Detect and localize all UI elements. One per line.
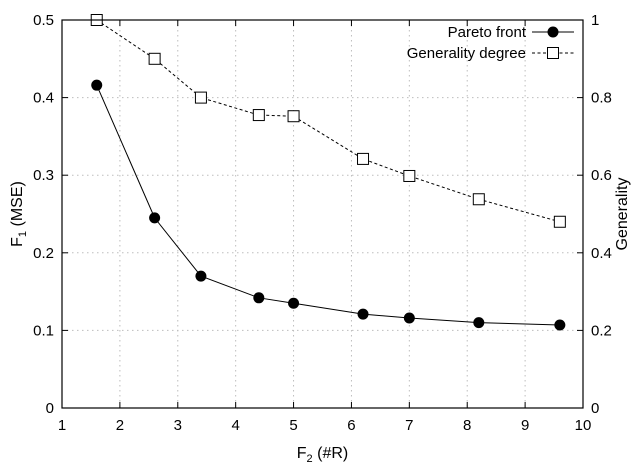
data-point-pareto-front (288, 297, 300, 309)
y2-tick-label: 0.4 (591, 245, 612, 262)
data-point-generality-degree (252, 109, 265, 122)
data-point-generality-degree (287, 110, 300, 123)
data-point-pareto-front (195, 270, 207, 282)
data-point-pareto-front (473, 317, 485, 329)
y2-tick-label: 0.6 (591, 167, 612, 184)
data-point-generality-degree (403, 169, 416, 182)
legend-marker-generality-degree (547, 47, 559, 59)
legend: Pareto front Generality degree (407, 24, 574, 62)
data-point-generality-degree (472, 193, 485, 206)
x-tick-label: 6 (347, 417, 355, 434)
x-tick-label: 4 (231, 417, 239, 434)
y-tick-label: 0.5 (33, 12, 54, 29)
legend-label-generality-degree: Generality degree (407, 45, 526, 62)
y-tick-label: 0.3 (33, 167, 54, 184)
x-tick-label: 5 (289, 417, 297, 434)
legend-key-pareto-front (532, 26, 574, 38)
y2-axis-title: Generality (614, 178, 631, 251)
y-axis-title: F1 (MSE) (9, 181, 29, 247)
x-tick-label: 1 (58, 417, 66, 434)
data-point-generality-degree (553, 215, 566, 228)
legend-marker-pareto-front (547, 26, 559, 38)
data-point-generality-degree (148, 52, 161, 65)
y2-tick-label: 1 (591, 12, 599, 29)
y-tick-label: 0 (46, 400, 54, 417)
y-tick-label: 0.2 (33, 245, 54, 262)
x-tick-label: 2 (116, 417, 124, 434)
series-line-generality-degree (96, 19, 560, 223)
y2-tick-label: 0.2 (591, 322, 612, 339)
data-point-pareto-front (149, 212, 161, 224)
x-tick-label: 3 (174, 417, 182, 434)
y-tick-label: 0.1 (33, 322, 54, 339)
x-tick-label: 8 (463, 417, 471, 434)
axis-ticks: 1 2 3 4 5 6 7 8 9 1000.10.20.30.40.500.20.40.60.8… (33, 12, 612, 434)
plot-series (90, 14, 566, 331)
data-point-pareto-front (357, 308, 369, 320)
plot-frame (61, 19, 584, 409)
x-axis-title: F2 (#R) (297, 445, 348, 465)
x-tick-label: 10 (575, 417, 592, 434)
data-point-pareto-front (554, 319, 566, 331)
x-tick-label: 9 (521, 417, 529, 434)
data-point-pareto-front (91, 79, 103, 91)
legend-label-pareto-front: Pareto front (448, 24, 527, 41)
y2-tick-label: 0.8 (591, 90, 612, 107)
legend-key-generality-degree (532, 47, 574, 59)
x-tick-label: 7 (405, 417, 413, 434)
grid (62, 20, 583, 408)
data-point-generality-degree (194, 91, 207, 104)
series-line-pareto-front (96, 84, 560, 326)
y2-tick-label: 0 (591, 400, 599, 417)
data-point-pareto-front (403, 312, 415, 324)
y-tick-label: 0.4 (33, 90, 54, 107)
data-point-generality-degree (357, 152, 370, 165)
data-point-pareto-front (253, 292, 265, 304)
